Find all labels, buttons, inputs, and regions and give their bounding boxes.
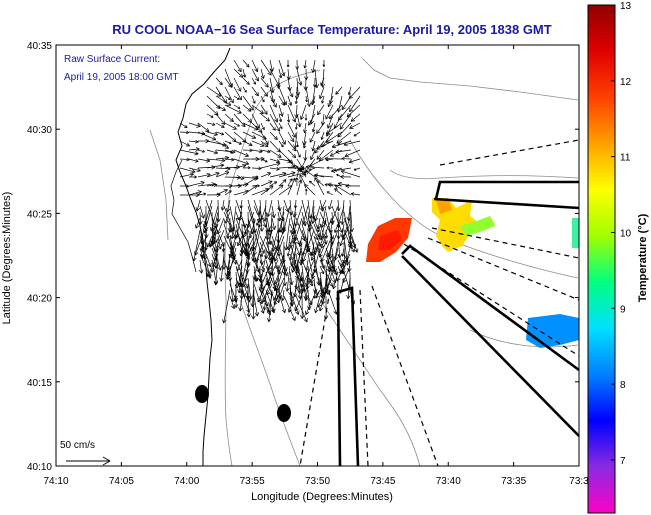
colorbar-tick-label: 9 [620, 304, 626, 315]
island-marker [277, 404, 291, 422]
colorbar-scale [587, 4, 616, 514]
current-vectors [179, 59, 361, 324]
legend-line-1: Raw Surface Current: [64, 54, 160, 65]
x-tick-label: 73:3 [569, 476, 589, 487]
y-tick-label: 40:35 [27, 41, 52, 52]
x-tick-label: 73:55 [240, 476, 265, 487]
map-content: Raw Surface Current: April 19, 2005 18:0… [60, 47, 580, 467]
colorbar-label: Temperature (°C) [637, 213, 649, 302]
x-tick-label: 73:45 [370, 476, 395, 487]
y-tick-label: 40:10 [27, 462, 52, 473]
shipping-lanes [336, 180, 580, 467]
y-tick-label: 40:15 [27, 378, 52, 389]
scale-arrow [66, 456, 111, 466]
colorbar-tick-label: 10 [620, 228, 632, 239]
colorbar-tick-label: 13 [620, 1, 632, 12]
x-axis: 74:10 74:05 74:00 73:55 73:50 73:45 73:40 73:35… [43, 45, 589, 487]
colorbar-tick-label: 7 [620, 456, 626, 467]
x-tick-label: 74:05 [109, 476, 134, 487]
y-axis: 40:35 40:30 40:25 40:20 40:15 40:10 [27, 41, 579, 473]
map-background [56, 45, 579, 466]
colorbar-tick-label: 11 [620, 153, 631, 164]
x-tick-label: 74:10 [43, 476, 68, 487]
x-tick-label: 73:35 [501, 476, 526, 487]
inner-coast [170, 159, 197, 273]
chart-title: RU COOL NOAA−16 Sea Surface Temperature:… [112, 22, 552, 37]
colorbar-tick-label: 12 [620, 77, 632, 88]
x-tick-label: 73:40 [436, 476, 461, 487]
scale-label: 50 cm/s [60, 440, 95, 451]
colorbar-tick-label: 8 [620, 380, 626, 391]
y-tick-label: 40:20 [27, 294, 52, 305]
x-tick-label: 74:00 [174, 476, 199, 487]
legend-line-2: April 19, 2005 18:00 GMT [64, 72, 179, 83]
y-tick-label: 40:30 [27, 125, 52, 136]
island-marker [195, 385, 209, 403]
x-axis-label: Longitude (Degrees:Minutes) [251, 491, 393, 503]
dashed-lanes [299, 139, 580, 467]
y-axis-label: Latitude (Degrees:Minutes) [1, 192, 13, 325]
x-tick-label: 73:50 [305, 476, 330, 487]
y-tick-label: 40:25 [27, 209, 52, 220]
colorbar: 13 12 11 10 9 8 7 Temperature (°C) [587, 1, 649, 514]
